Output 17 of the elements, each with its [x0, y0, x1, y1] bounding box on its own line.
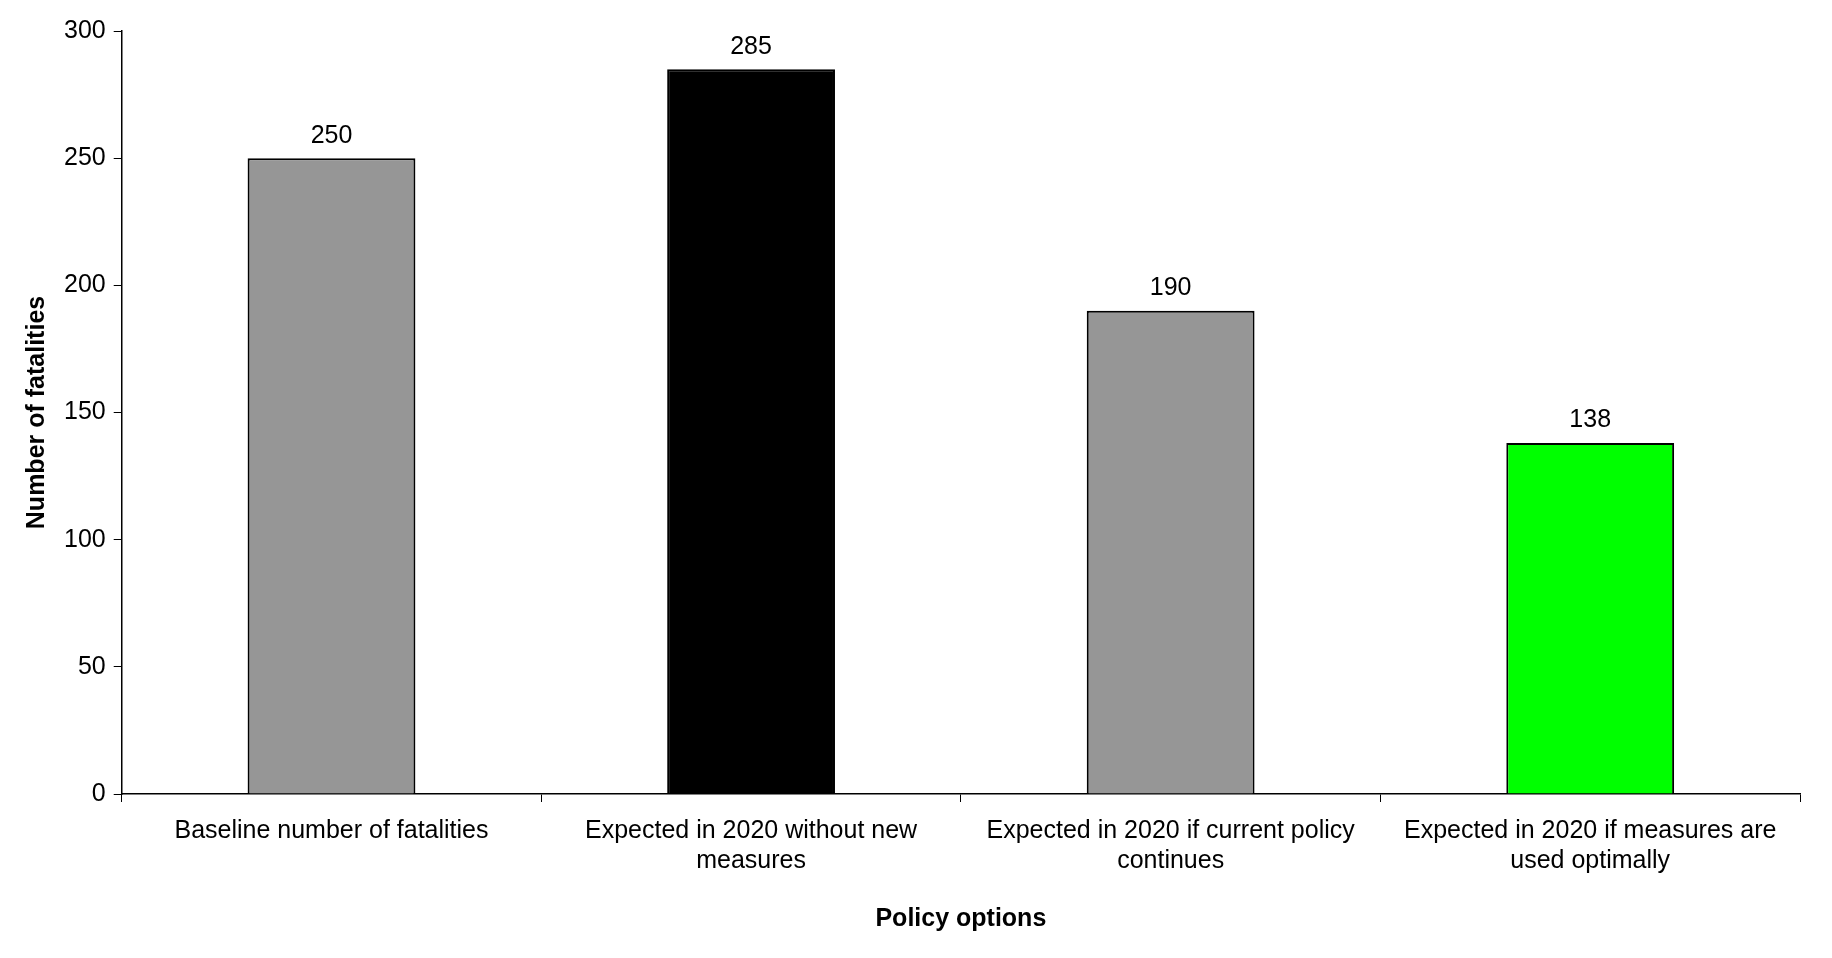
y-tick-label: 100 [63, 523, 106, 552]
y-tick-label: 150 [63, 396, 106, 425]
x-tick-label: Expected in 2020 without new measures [584, 814, 919, 873]
x-tick-label: Expected in 2020 if current policy continues [986, 814, 1356, 873]
y-tick-label: 50 [77, 650, 106, 679]
data-label: 138 [1569, 404, 1612, 433]
data-label: 285 [730, 30, 772, 59]
x-tick-label: Expected in 2020 if measures are used optimally [1404, 814, 1777, 873]
y-tick-label: 300 [63, 14, 106, 43]
data-label: 250 [310, 119, 353, 148]
y-axis-title: Number of fatalities [20, 295, 49, 530]
y-tick-label: 200 [63, 269, 106, 298]
y-tick-label: 0 [91, 777, 106, 806]
x-tick-label: Baseline number of fatalities [174, 814, 489, 843]
x-axis-title: Policy options [875, 902, 1047, 931]
y-tick-label: 250 [63, 142, 106, 171]
data-label: 190 [1149, 272, 1192, 301]
